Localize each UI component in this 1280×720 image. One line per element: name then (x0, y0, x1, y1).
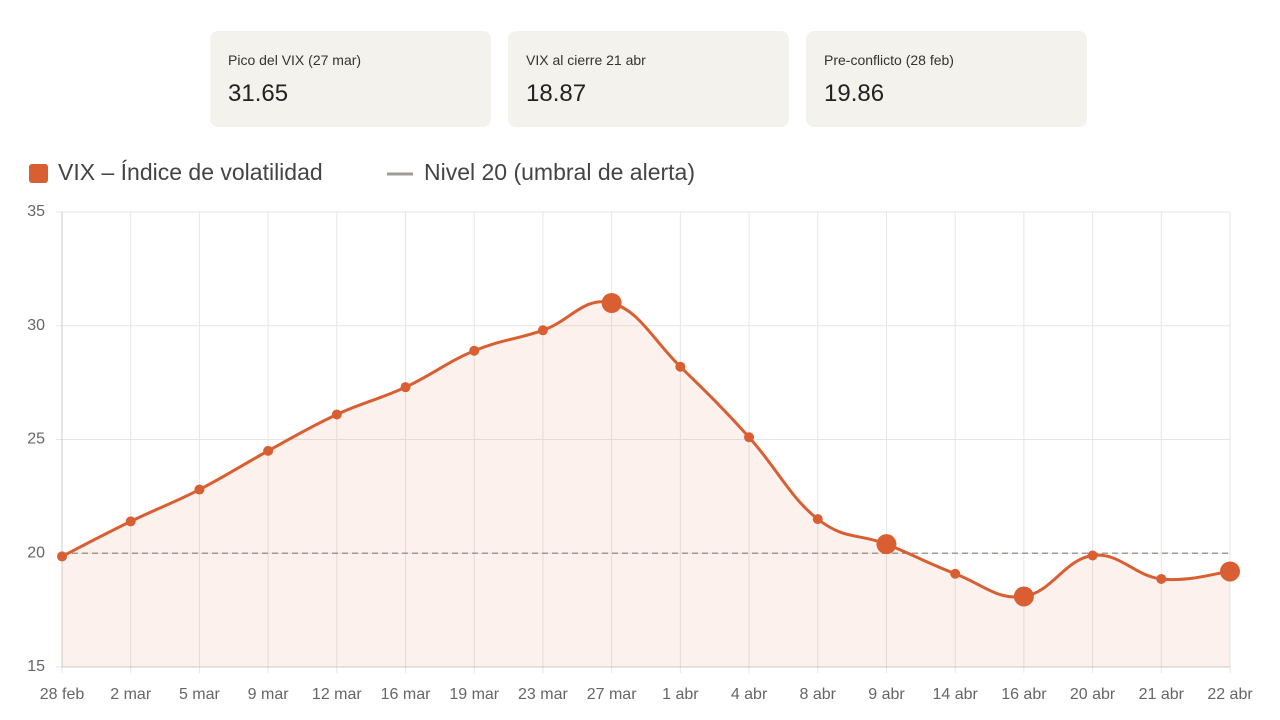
y-tick-label: 35 (27, 203, 45, 220)
x-tick-label: 20 abr (1070, 686, 1116, 703)
x-tick-label: 21 abr (1139, 686, 1185, 703)
point (812, 514, 823, 525)
x-tick-label: 28 feb (40, 686, 85, 703)
x-tick-label: 14 abr (932, 686, 978, 703)
x-tick-label: 27 mar (587, 686, 637, 703)
stat-card: Pico del VIX (27 mar) 31.65 (210, 31, 491, 127)
point (125, 516, 136, 527)
point (1087, 550, 1098, 561)
legend-swatch (29, 164, 48, 183)
x-tick-label: 1 abr (662, 686, 699, 703)
point (601, 293, 622, 313)
stat-card: VIX al cierre 21 abr 18.87 (508, 31, 789, 127)
point (331, 409, 342, 420)
point (950, 568, 961, 579)
legend-label: VIX – Índice de volatilidad (58, 159, 323, 185)
legend-label: Nivel 20 (umbral de alerta) (424, 159, 695, 185)
x-tick-label: 19 mar (449, 686, 499, 703)
area (62, 301, 1230, 667)
point (469, 345, 480, 356)
x-tick-label: 9 abr (868, 686, 905, 703)
x-tick-label: 5 mar (179, 686, 221, 703)
point (1220, 561, 1240, 582)
y-tick-label: 30 (27, 317, 45, 334)
card-value: 31.65 (228, 80, 289, 107)
x-tick-label: 23 mar (518, 686, 568, 703)
point (537, 325, 548, 336)
point (1156, 573, 1167, 584)
point (194, 484, 205, 495)
y-tick-label: 20 (27, 544, 45, 561)
x-tick-label: 22 abr (1207, 686, 1253, 703)
card-label: VIX al cierre 21 abr (526, 52, 646, 68)
y-tick-label: 25 (27, 431, 45, 448)
x-tick-label: 16 abr (1001, 686, 1047, 703)
point (400, 382, 411, 393)
point (744, 432, 755, 443)
x-tick-label: 9 mar (248, 686, 290, 703)
stat-card: Pre-conflicto (28 feb) 19.86 (806, 31, 1087, 127)
point (876, 534, 897, 555)
point (57, 551, 67, 562)
x-tick-label: 16 mar (381, 686, 431, 703)
card-value: 18.87 (526, 80, 587, 107)
x-tick-label: 2 mar (110, 686, 152, 703)
point (675, 361, 686, 372)
card-label: Pre-conflicto (28 feb) (824, 52, 954, 68)
x-tick-label: 8 abr (800, 686, 837, 703)
x-tick-label: 12 mar (312, 686, 362, 703)
card-value: 19.86 (824, 80, 885, 107)
point (263, 445, 274, 456)
card-label: Pico del VIX (27 mar) (228, 52, 362, 68)
x-tick-label: 4 abr (731, 686, 768, 703)
point (1013, 586, 1034, 607)
y-tick-label: 15 (27, 658, 45, 675)
